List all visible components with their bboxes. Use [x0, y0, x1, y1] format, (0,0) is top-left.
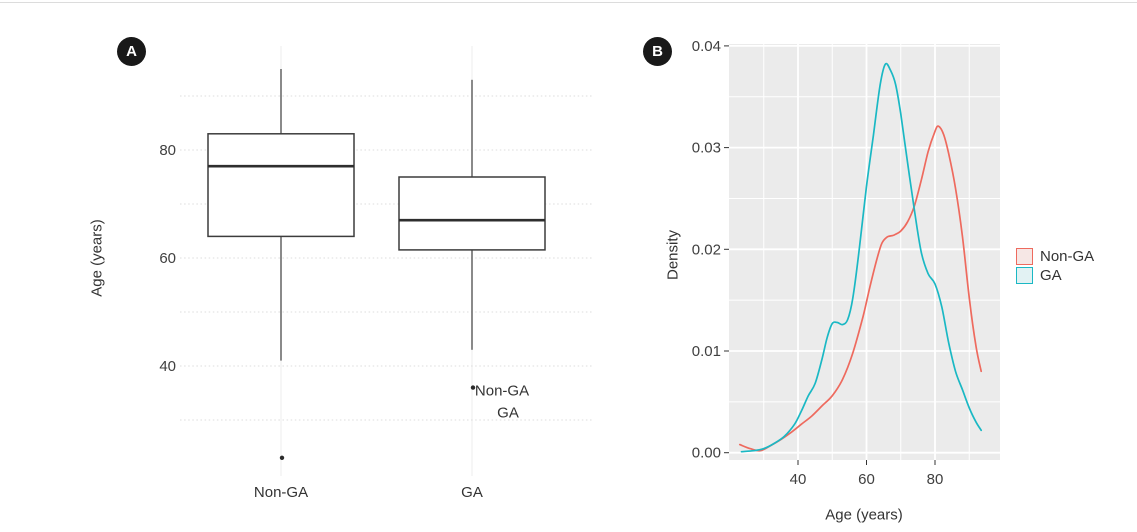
- legend-swatch-1: [1016, 267, 1033, 284]
- panel-a-y-tick-label: 40: [159, 358, 176, 375]
- panel-b-badge: B: [643, 37, 672, 66]
- panel-b-x-tick-label: 80: [927, 471, 944, 488]
- panel-a-x-category-label: Non-GA: [254, 484, 308, 501]
- panel-a-y-axis-title: Age (years): [88, 219, 106, 297]
- panel-a-badge-letter: A: [126, 43, 137, 60]
- panel-b-y-tick-label: 0.04: [692, 38, 721, 55]
- panel-a-inline-label-non-ga: Non-GA: [474, 382, 530, 400]
- panel-b-y-tick-label: 0.01: [692, 343, 721, 360]
- density-curve-non-ga: [738, 125, 983, 452]
- outlier-point: [470, 385, 476, 390]
- legend: Non-GA GA: [1016, 247, 1094, 285]
- top-border-line: [0, 2, 1137, 3]
- panel-b-y-tick-label: 0.03: [692, 140, 721, 157]
- panel-b-x-tick-label: 60: [858, 471, 875, 488]
- legend-swatch-0: [1016, 248, 1033, 265]
- panel-b-x-axis-title: Age (years): [825, 506, 903, 524]
- density-curve-ga: [740, 62, 983, 453]
- panel-a-y-tick-label: 80: [159, 142, 176, 159]
- legend-item-non-ga: Non-GA: [1016, 247, 1094, 266]
- outlier-point: [279, 455, 285, 460]
- legend-label-ga: GA: [1040, 267, 1062, 284]
- panel-b-y-axis-title: Density: [664, 229, 682, 281]
- panel-b-y-tick-label: 0.00: [692, 445, 721, 462]
- panel-b-badge-letter: B: [652, 43, 663, 60]
- box-iqr: [207, 133, 355, 238]
- panel-a-x-category-label: GA: [461, 484, 483, 501]
- panel-b-x-tick-label: 40: [790, 471, 807, 488]
- panel-a-inline-label-ga: GA: [497, 404, 519, 422]
- legend-item-ga: GA: [1016, 266, 1094, 285]
- legend-label-non-ga: Non-GA: [1040, 248, 1095, 265]
- panel-a-badge: A: [117, 37, 146, 66]
- panel-b-background: [729, 44, 1000, 460]
- panel-b-y-tick-label: 0.02: [692, 241, 721, 258]
- box-iqr: [398, 176, 546, 251]
- panel-a-y-tick-label: 60: [159, 250, 176, 267]
